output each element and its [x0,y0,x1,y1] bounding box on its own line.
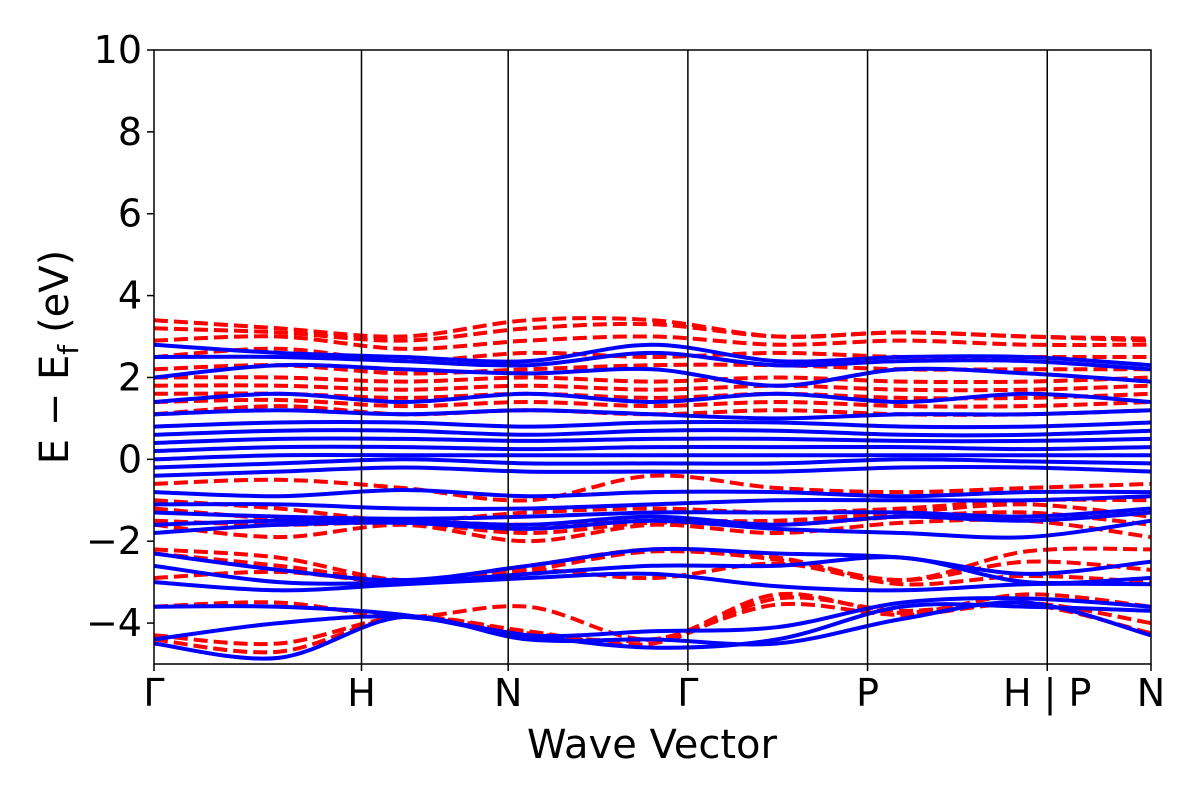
spin-down-band-5 [154,555,1151,586]
y-tick-label: 10 [94,28,142,72]
spin-down-band-11 [154,488,1151,499]
x-tick-label: P [856,671,879,715]
spin-down-band-13 [154,457,1151,470]
spin-down-band-20 [154,391,1151,404]
spin-down-band-7 [154,518,1151,540]
y-axis-label-subscript: f [52,344,85,355]
spin-up-band-12 [154,404,1151,417]
y-tick-label: −4 [86,601,142,645]
spin-up-band-11 [154,473,1151,503]
y-axis-label-main: E − E [32,355,78,465]
spin-down-band-16 [154,436,1151,445]
spin-down-band-9 [154,506,1151,521]
spin-up-band-7 [154,517,1151,544]
y-tick-label: 4 [118,274,142,318]
spin-up-band-13 [154,397,1151,409]
spin-down-band-3 [154,596,1151,639]
y-tick-label: −2 [86,519,142,563]
y-axis-label: E − Ef (eV) [32,250,85,465]
x-tick-label: H | P [1003,671,1091,716]
x-axis-label: Wave Vector [527,722,778,768]
spin-down-band-17 [154,428,1151,438]
spin-down-band-22 [154,350,1151,372]
spin-down-band-8 [154,510,1151,527]
spin-down-band-12 [154,464,1151,478]
spin-up-band-19 [154,334,1151,351]
y-tick-label: 2 [118,355,142,399]
spin-down-band-6 [154,546,1151,583]
spin-down-band-14 [154,452,1151,462]
x-tick-label: N [1137,671,1165,715]
spin-up-band-18 [154,346,1151,364]
spin-down-band-4 [154,571,1151,593]
x-tick-label: H [347,671,376,715]
spin-up-band-20 [154,321,1151,343]
spin-up-band-10 [154,497,1151,523]
spin-down-band-19 [154,408,1151,421]
spin-down-band-18 [154,419,1151,430]
plot-frame [153,49,1152,665]
x-tick-label: Γ [677,671,698,715]
x-tick-label: Γ [143,671,164,715]
spin-down-band-21 [154,362,1151,388]
spin-up-band-21 [154,316,1151,341]
y-tick-label: 6 [118,192,142,236]
spin-up-band-15 [154,383,1151,393]
y-tick-label: 8 [118,110,142,154]
spin-down-band-10 [154,494,1151,511]
x-tick-label: N [494,671,522,715]
spin-down-band-15 [154,444,1151,454]
spin-down-band-23 [154,342,1151,368]
spin-down-band-2 [154,602,1151,650]
y-axis-label-unit: (eV) [32,250,78,333]
y-tick-label: 0 [118,437,142,481]
spin-up-band-16 [154,375,1151,385]
